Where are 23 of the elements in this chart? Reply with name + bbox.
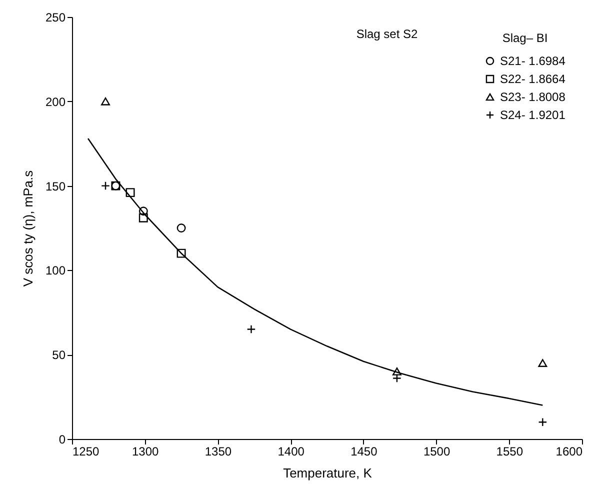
legend-label: S22- 1.8664 <box>500 72 566 86</box>
x-tick-label: 1250 <box>72 444 100 458</box>
legend-label: S24- 1.9201 <box>500 108 566 122</box>
y-tick-label: 200 <box>45 94 66 109</box>
legend-label: S21- 1.6984 <box>500 54 566 68</box>
y-tick-label: 250 <box>45 10 66 24</box>
y-tick-label: 0 <box>58 432 66 446</box>
x-tick-label: 1450 <box>350 444 378 458</box>
legend-title: Slag– BI <box>502 31 548 45</box>
y-axis-title: V scos ty (η), mPa.s <box>20 170 36 287</box>
x-tick-label: 1300 <box>132 444 160 458</box>
y-tick-label: 100 <box>45 264 66 278</box>
text: Slag set S2 <box>356 27 418 41</box>
y-tick-label: 150 <box>45 179 66 194</box>
legend-label: S23- 1.8008 <box>500 90 566 104</box>
x-tick-label: 1400 <box>278 444 305 458</box>
x-tick-label: 1600 <box>556 444 583 458</box>
x-axis-title: Temperature, K <box>283 466 372 480</box>
x-tick-label: 1350 <box>204 444 232 458</box>
line-series <box>87 138 544 406</box>
x-tick-label: 1550 <box>496 444 524 458</box>
y-tick-label: 50 <box>52 348 66 362</box>
x-tick-label: 1500 <box>423 444 450 458</box>
